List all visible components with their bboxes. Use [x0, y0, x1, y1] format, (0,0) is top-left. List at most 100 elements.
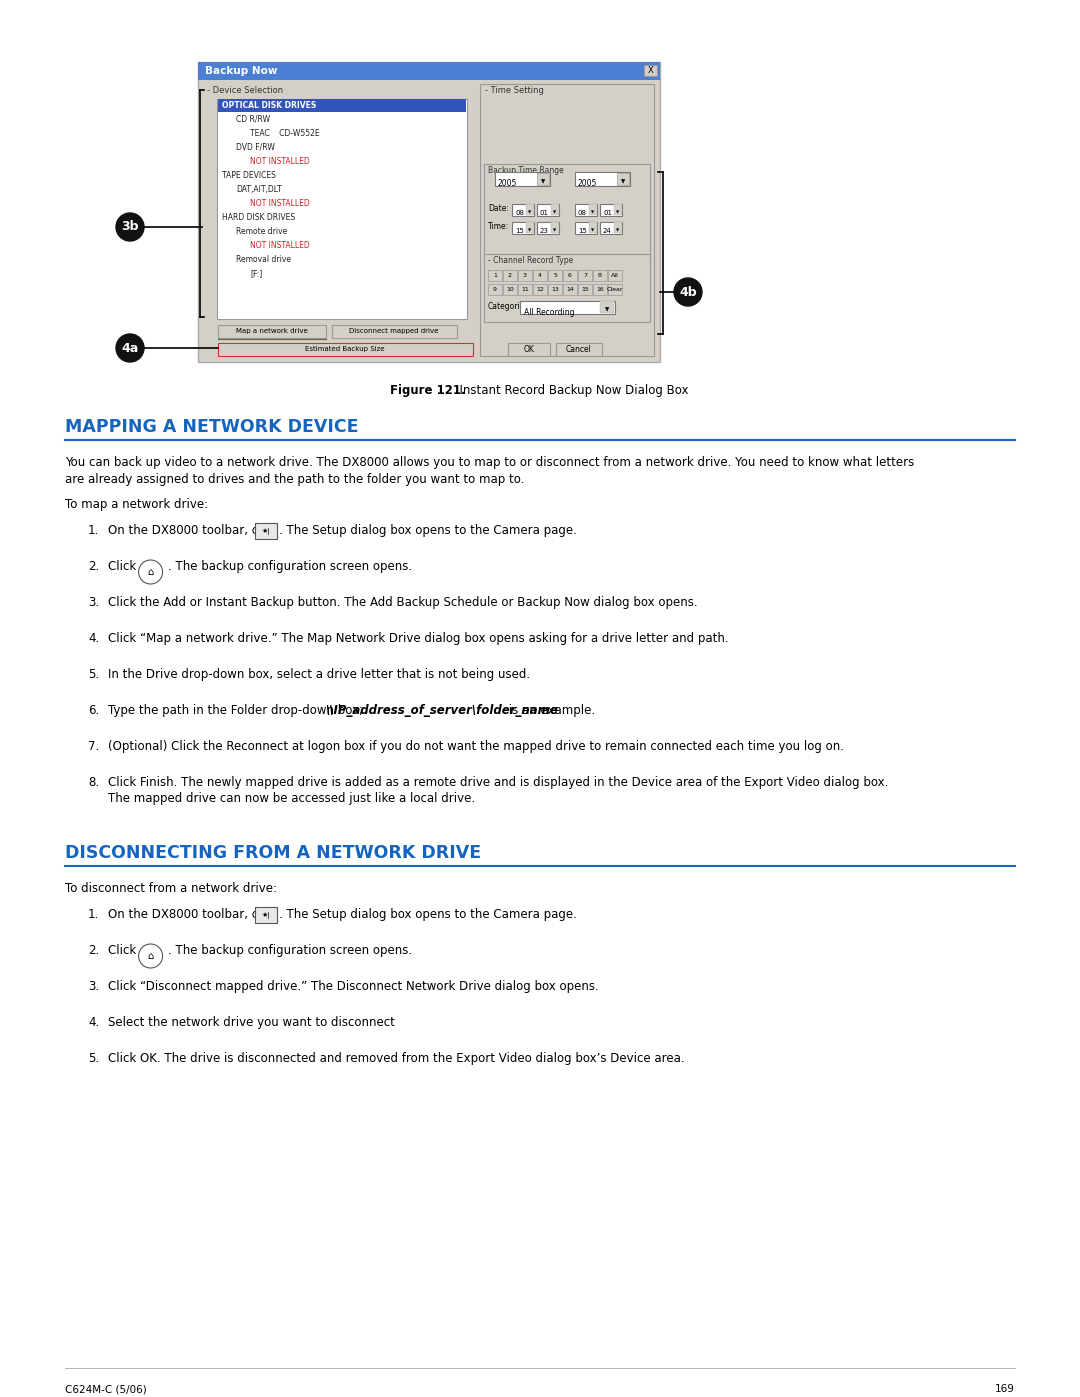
Text: 4.: 4. — [87, 1016, 99, 1030]
Text: All: All — [611, 272, 619, 278]
Text: DAT,AIT,DLT: DAT,AIT,DLT — [237, 184, 282, 194]
Text: 6.: 6. — [87, 704, 99, 717]
FancyBboxPatch shape — [512, 204, 534, 217]
FancyBboxPatch shape — [332, 326, 457, 338]
FancyBboxPatch shape — [218, 326, 326, 338]
Text: 15: 15 — [581, 286, 589, 292]
Text: To disconnect from a network drive:: To disconnect from a network drive: — [65, 882, 276, 895]
Text: Clear: Clear — [607, 286, 623, 292]
Text: Backup Time Range: Backup Time Range — [488, 166, 564, 175]
FancyBboxPatch shape — [608, 284, 622, 295]
Text: Figure 121.: Figure 121. — [390, 384, 465, 397]
Text: ▼: ▼ — [541, 179, 545, 184]
Text: . The Setup dialog box opens to the Camera page.: . The Setup dialog box opens to the Came… — [279, 908, 577, 921]
Text: ▼: ▼ — [605, 307, 609, 312]
FancyBboxPatch shape — [518, 284, 532, 295]
Text: CD R/RW: CD R/RW — [237, 115, 270, 124]
Text: 23: 23 — [540, 228, 549, 235]
Text: ▼: ▼ — [592, 228, 595, 232]
Text: 12: 12 — [536, 286, 544, 292]
FancyBboxPatch shape — [563, 284, 577, 295]
FancyBboxPatch shape — [484, 254, 650, 321]
Text: - Device Selection: - Device Selection — [207, 87, 283, 95]
Text: Map a network drive: Map a network drive — [237, 328, 308, 334]
FancyBboxPatch shape — [526, 222, 534, 233]
Text: ▼: ▼ — [553, 228, 556, 232]
Text: ▼: ▼ — [621, 179, 625, 184]
Text: 2.: 2. — [87, 944, 99, 957]
Text: Time:: Time: — [488, 222, 509, 231]
Text: Removal drive: Removal drive — [237, 256, 291, 264]
FancyBboxPatch shape — [488, 270, 502, 281]
Text: 08: 08 — [515, 210, 524, 217]
Text: . The Setup dialog box opens to the Camera page.: . The Setup dialog box opens to the Came… — [279, 524, 577, 536]
Text: Click: Click — [108, 944, 140, 957]
Text: 2005: 2005 — [578, 179, 597, 189]
Text: (Optional) Click the Reconnect at logon box if you do not want the mapped drive : (Optional) Click the Reconnect at logon … — [108, 740, 843, 753]
Circle shape — [116, 334, 144, 362]
Text: is an example.: is an example. — [505, 704, 595, 717]
FancyBboxPatch shape — [255, 907, 276, 923]
FancyBboxPatch shape — [593, 270, 607, 281]
Text: 15: 15 — [578, 228, 586, 235]
Text: All Recording: All Recording — [524, 307, 575, 317]
Text: ⌂: ⌂ — [148, 567, 153, 577]
Text: 5.: 5. — [87, 1052, 99, 1065]
FancyBboxPatch shape — [563, 270, 577, 281]
Text: Click Finish. The newly mapped drive is added as a remote drive and is displayed: Click Finish. The newly mapped drive is … — [108, 775, 889, 789]
Text: 5: 5 — [553, 272, 557, 278]
FancyBboxPatch shape — [518, 270, 532, 281]
Text: Instant Record Backup Now Dialog Box: Instant Record Backup Now Dialog Box — [453, 384, 689, 397]
Text: Type the path in the Folder drop-down box;: Type the path in the Folder drop-down bo… — [108, 704, 367, 717]
Text: 6: 6 — [568, 272, 572, 278]
Text: Estimated Backup Size: Estimated Backup Size — [306, 346, 384, 352]
FancyBboxPatch shape — [589, 222, 597, 233]
Text: 2: 2 — [508, 272, 512, 278]
Text: . The backup configuration screen opens.: . The backup configuration screen opens. — [167, 560, 411, 573]
FancyBboxPatch shape — [575, 204, 597, 217]
Text: Date:: Date: — [488, 204, 509, 212]
FancyBboxPatch shape — [508, 344, 550, 356]
Text: 08: 08 — [578, 210, 588, 217]
Text: ▼: ▼ — [553, 210, 556, 214]
Text: HARD DISK DRIVES: HARD DISK DRIVES — [222, 212, 295, 222]
Text: 16: 16 — [596, 286, 604, 292]
FancyBboxPatch shape — [534, 270, 546, 281]
FancyBboxPatch shape — [519, 300, 615, 314]
Text: 8.: 8. — [87, 775, 99, 789]
Text: ▼: ▼ — [592, 210, 595, 214]
Text: 1.: 1. — [87, 524, 99, 536]
Text: Click: Click — [108, 560, 140, 573]
FancyBboxPatch shape — [600, 204, 622, 217]
Text: Categories:: Categories: — [488, 302, 531, 312]
Text: TAPE DEVICES: TAPE DEVICES — [222, 170, 275, 180]
FancyBboxPatch shape — [488, 284, 502, 295]
FancyBboxPatch shape — [644, 66, 657, 75]
Text: 13: 13 — [551, 286, 559, 292]
Text: OPTICAL DISK DRIVES: OPTICAL DISK DRIVES — [222, 101, 316, 110]
FancyBboxPatch shape — [534, 284, 546, 295]
FancyBboxPatch shape — [575, 172, 630, 186]
FancyBboxPatch shape — [255, 522, 276, 539]
Text: ▼: ▼ — [617, 210, 620, 214]
FancyBboxPatch shape — [503, 284, 517, 295]
Text: ▼: ▼ — [528, 228, 531, 232]
Text: 7: 7 — [583, 272, 588, 278]
Text: 1: 1 — [494, 272, 497, 278]
Text: 4b: 4b — [679, 285, 697, 299]
FancyBboxPatch shape — [537, 173, 549, 184]
Text: - Channel Record Type: - Channel Record Type — [488, 256, 573, 265]
FancyBboxPatch shape — [198, 61, 660, 362]
Text: TEAC    CD-W552E: TEAC CD-W552E — [249, 129, 320, 138]
Text: ★|: ★| — [261, 528, 270, 535]
Text: are already assigned to drives and the path to the folder you want to map to.: are already assigned to drives and the p… — [65, 474, 525, 486]
Text: ★|: ★| — [261, 911, 270, 919]
FancyBboxPatch shape — [480, 84, 654, 356]
FancyBboxPatch shape — [615, 222, 622, 233]
Text: ▼: ▼ — [617, 228, 620, 232]
FancyBboxPatch shape — [600, 300, 615, 313]
FancyBboxPatch shape — [551, 204, 559, 215]
FancyBboxPatch shape — [600, 222, 622, 235]
Text: OK: OK — [524, 345, 535, 353]
Text: 7.: 7. — [87, 740, 99, 753]
